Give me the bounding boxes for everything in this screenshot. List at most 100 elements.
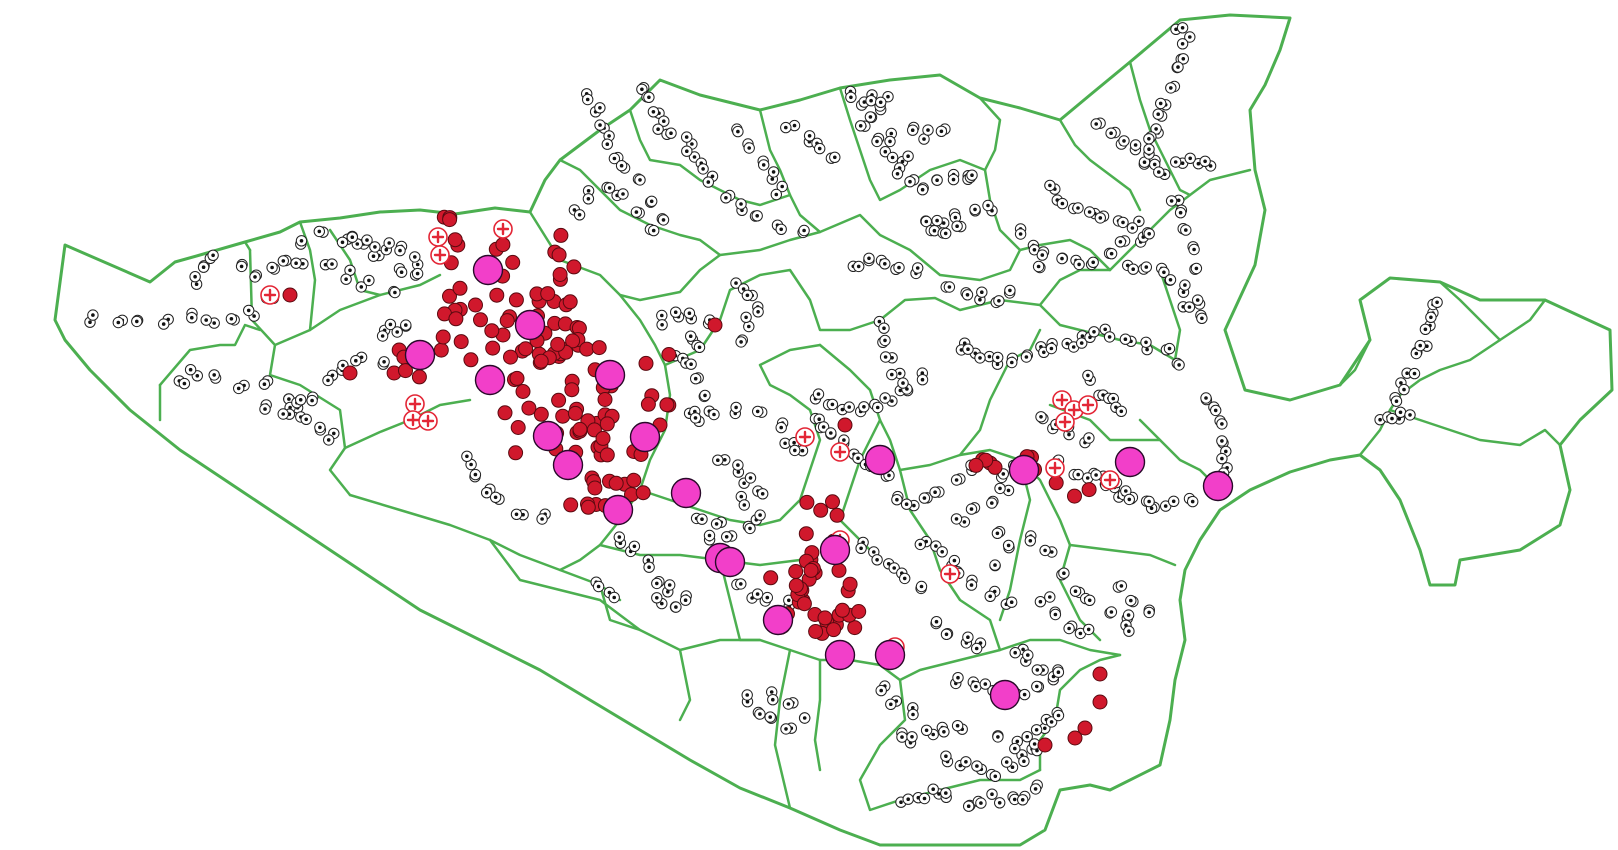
settlement-icon — [1082, 369, 1094, 382]
settlement-icon — [886, 368, 898, 381]
settlement-icon — [974, 352, 986, 364]
case-icon — [540, 286, 556, 302]
cluster-icon — [1202, 470, 1234, 502]
settlement-icon — [940, 227, 952, 240]
settlement-icon — [670, 601, 682, 613]
case-icon — [342, 365, 358, 381]
settlement-icon — [277, 255, 289, 267]
case-icon — [453, 334, 469, 350]
settlement-icon — [646, 195, 658, 208]
settlement-icon — [761, 591, 773, 604]
settlement-icon — [712, 454, 724, 466]
case-icon — [829, 507, 845, 523]
settlement-icon — [703, 529, 716, 542]
settlement-icon — [389, 286, 401, 299]
settlement-icon — [930, 540, 942, 552]
hospital-icon — [1078, 395, 1098, 415]
settlement-icon — [1143, 495, 1155, 508]
settlement-icon — [754, 509, 766, 521]
settlement-icon — [879, 392, 891, 404]
settlement-icon — [767, 694, 779, 706]
settlement-icon — [617, 188, 629, 200]
settlement-icon — [679, 594, 692, 606]
case-icon — [497, 405, 513, 421]
settlement-icon — [1039, 544, 1051, 557]
case-icon — [763, 570, 779, 586]
settlement-icon — [1058, 567, 1070, 579]
settlement-icon — [975, 797, 987, 809]
settlement-icon — [652, 123, 664, 135]
case-icon — [433, 342, 449, 358]
case-icon — [579, 341, 595, 357]
case-icon — [1092, 694, 1108, 710]
settlement-icon — [743, 142, 755, 154]
settlement-icon — [916, 184, 929, 196]
settlement-icon — [965, 503, 978, 515]
settlement-icon — [1216, 435, 1228, 447]
cluster-icon — [989, 679, 1021, 711]
settlement-icon — [1072, 202, 1084, 214]
case-icon — [468, 297, 483, 313]
settlement-icon — [1174, 207, 1187, 219]
settlement-icon — [708, 408, 720, 421]
case-icon — [597, 392, 613, 407]
case-icon — [796, 596, 812, 612]
settlement-icon — [208, 369, 220, 381]
settlement-icon — [1177, 53, 1190, 65]
settlement-icon — [189, 271, 201, 283]
settlement-icon — [1152, 108, 1164, 120]
settlement-icon — [573, 209, 586, 221]
settlement-icon — [326, 258, 338, 270]
settlement-icon — [885, 698, 897, 710]
settlement-icon — [931, 214, 943, 227]
settlement-icon — [1094, 212, 1107, 224]
settlement-icon — [1006, 356, 1018, 369]
settlement-icon — [1425, 311, 1437, 323]
cluster-icon — [819, 534, 851, 566]
settlement-icon — [300, 413, 312, 425]
settlement-icon — [1063, 622, 1075, 635]
settlement-icon — [943, 281, 956, 293]
settlement-icon — [986, 788, 998, 800]
settlement-icon — [899, 572, 911, 585]
case-icon — [533, 406, 549, 422]
case-icon — [552, 267, 568, 282]
settlement-icon — [780, 121, 792, 134]
settlement-icon — [962, 631, 974, 643]
settlement-icon — [1105, 606, 1118, 618]
case-icon — [826, 622, 842, 638]
hospital-icon — [1100, 470, 1120, 490]
settlement-icon — [858, 401, 870, 413]
settlement-icon — [949, 211, 962, 224]
settlement-icon — [1414, 339, 1426, 352]
settlement-icon — [378, 356, 390, 368]
settlement-icon — [322, 374, 334, 387]
settlement-icon — [1117, 216, 1129, 229]
case-icon — [1092, 666, 1108, 682]
case-icon — [509, 370, 525, 386]
case-icon — [626, 472, 642, 488]
settlement-icon — [1029, 783, 1042, 795]
case-icon — [508, 445, 524, 461]
settlement-icon — [696, 513, 708, 525]
settlement-icon — [1129, 139, 1142, 151]
settlement-icon — [1001, 756, 1013, 768]
case-icon — [842, 576, 858, 592]
case-icon — [533, 353, 549, 369]
settlement-icon — [651, 577, 663, 590]
settlement-icon — [197, 261, 210, 273]
settlement-icon — [780, 723, 792, 735]
settlement-icon — [340, 273, 352, 285]
settlement-icon — [400, 319, 412, 331]
settlement-icon — [782, 698, 795, 710]
cluster-icon — [1114, 446, 1146, 478]
hospital-icon — [1055, 412, 1075, 432]
settlement-icon — [902, 793, 914, 805]
settlement-icon — [615, 160, 628, 172]
case-icon — [282, 287, 298, 303]
settlement-icon — [651, 592, 663, 604]
settlement-icon — [112, 316, 125, 329]
settlement-icon — [1150, 123, 1162, 135]
settlement-icon — [1200, 392, 1212, 404]
